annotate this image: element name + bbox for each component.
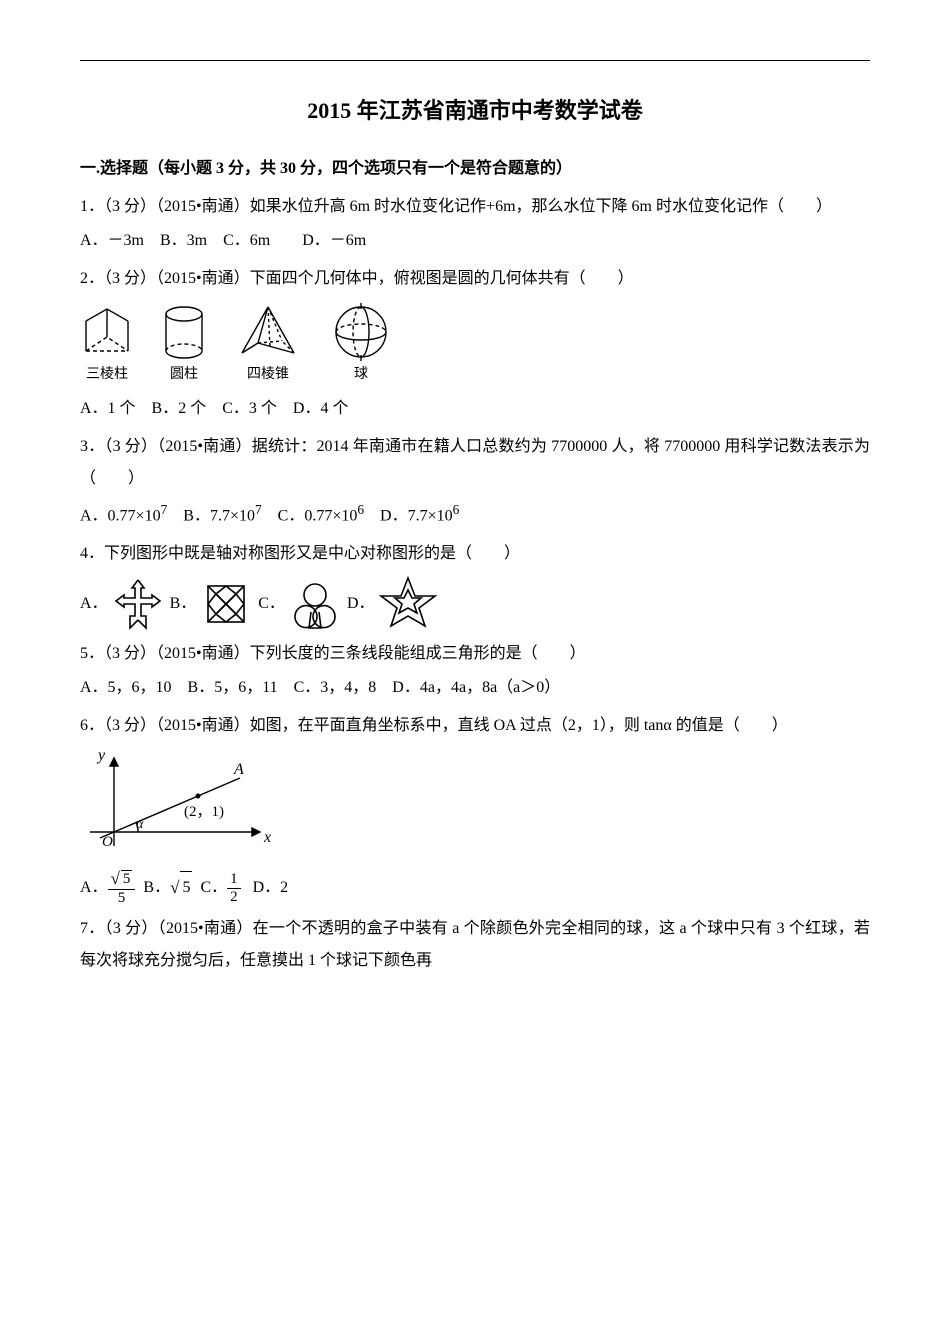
q6-A-den: 5 (108, 890, 136, 907)
fig-cylinder: 圆柱 (160, 305, 208, 389)
q4-fig-B (196, 576, 256, 632)
q4-fig-A (108, 576, 168, 632)
q2-options: A．1 个 B．2 个 C．3 个 D．4 个 (80, 393, 870, 425)
q4-B-label: B． (170, 588, 197, 620)
fig-label-pyramid: 四棱锥 (247, 361, 289, 389)
axis-x-label: x (263, 829, 271, 846)
fig-label-sphere: 球 (354, 361, 368, 389)
fig-sphere: 球 (328, 303, 394, 389)
fig-label-prism: 三棱柱 (86, 361, 128, 389)
q6-C-num: 1 (227, 871, 241, 889)
q1-options: A．－3m B．3m C．6m D．－6m (80, 225, 870, 257)
q4-D-label: D． (347, 588, 375, 620)
q7-stem: 7．（3 分）（2015•南通）在一个不透明的盒子中装有 a 个除颜色外完全相同… (80, 913, 870, 977)
point-coords: (2，1) (184, 804, 224, 820)
q6-C-pre: C． (200, 879, 227, 896)
q1-stem: 1．（3 分）（2015•南通）如果水位升高 6m 时水位变化记作+6m，那么水… (80, 191, 870, 223)
origin-label: O (102, 834, 113, 850)
q6-A-pre: A． (80, 879, 108, 896)
q2-figures: 三棱柱 圆柱 (80, 303, 870, 389)
section-header: 一.选择题（每小题 3 分，共 30 分，四个选项只有一个是符合题意的） (80, 153, 870, 185)
q4-A-label: A． (80, 588, 108, 620)
q6-C-den: 2 (227, 889, 241, 906)
alpha-label: α (136, 817, 144, 832)
q6-options: A．√55 B．√5 C．12 D．2 (80, 870, 870, 906)
q3-options: A．0.77×107 B．7.7×107 C．0.77×106 D．7.7×10… (80, 497, 870, 532)
q3-stem: 3．（3 分）（2015•南通）据统计：2014 年南通市在籍人口总数约为 77… (80, 431, 870, 495)
q6-A-num: 5 (121, 870, 133, 888)
axis-y-label: y (96, 747, 106, 764)
fig-pyramid: 四棱锥 (234, 303, 302, 389)
q4-fig-C (285, 576, 345, 632)
page-title: 2015 年江苏省南通市中考数学试卷 (80, 89, 870, 133)
q5-stem: 5．（3 分）（2015•南通）下列长度的三条线段能组成三角形的是（ ） (80, 638, 870, 670)
q6-B-pre: B． (143, 879, 170, 896)
q4-stem: 4．下列图形中既是轴对称图形又是中心对称图形的是（ ） (80, 538, 870, 570)
q5-options: A．5，6，10 B．5，6，11 C．3，4，8 D．4a，4a，8a（a＞0… (80, 672, 870, 704)
q2-stem: 2．（3 分）（2015•南通）下面四个几何体中，俯视图是圆的几何体共有（ ） (80, 263, 870, 295)
pointA-label: A (233, 761, 244, 778)
q4-C-label: C． (258, 588, 285, 620)
q6-figure: y x O A (2，1) α (80, 746, 870, 868)
q6-D: D．2 (253, 879, 289, 896)
q6-B-val: 5 (180, 871, 192, 904)
q4-fig-D (375, 576, 441, 632)
fig-label-cylinder: 圆柱 (170, 361, 198, 389)
fig-triangular-prism: 三棱柱 (80, 307, 134, 389)
q6-stem: 6．（3 分）（2015•南通）如图，在平面直角坐标系中，直线 OA 过点（2，… (80, 710, 870, 742)
q4-options: A． B． C． (80, 576, 870, 632)
